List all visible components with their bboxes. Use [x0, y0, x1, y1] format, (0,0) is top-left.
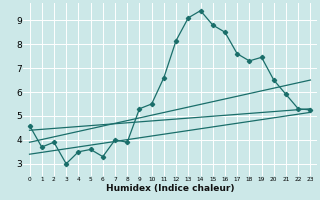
X-axis label: Humidex (Indice chaleur): Humidex (Indice chaleur) [106, 184, 234, 193]
